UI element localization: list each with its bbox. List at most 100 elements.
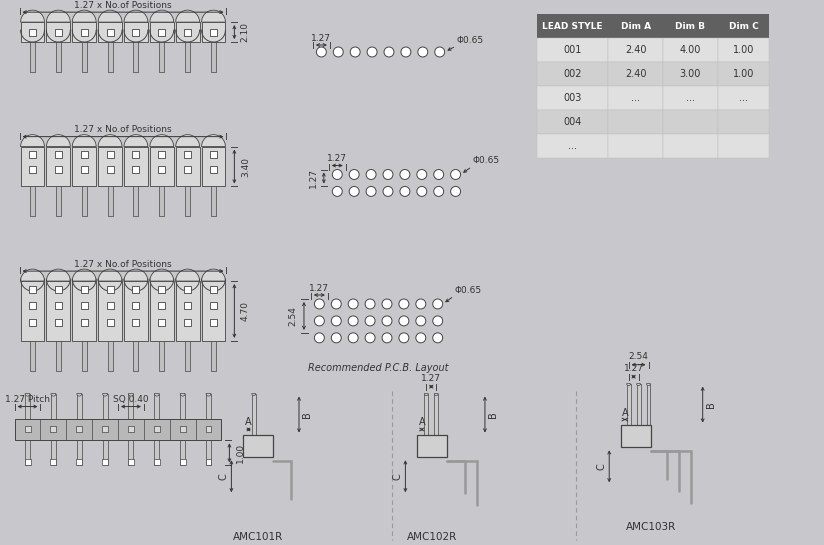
Circle shape — [349, 316, 358, 326]
Wedge shape — [626, 384, 630, 386]
Bar — [133, 186, 138, 216]
Wedge shape — [129, 393, 133, 396]
Wedge shape — [202, 10, 226, 22]
Circle shape — [349, 169, 359, 179]
Bar — [108, 341, 113, 371]
Bar — [159, 186, 164, 216]
Text: 4.70: 4.70 — [241, 301, 250, 321]
Bar — [536, 134, 608, 158]
Bar — [154, 427, 160, 432]
Text: 1.00: 1.00 — [236, 443, 245, 463]
Circle shape — [399, 333, 409, 343]
Circle shape — [366, 169, 376, 179]
Wedge shape — [180, 393, 185, 396]
Bar — [718, 110, 770, 134]
Bar — [21, 22, 44, 42]
Bar — [211, 341, 216, 371]
Circle shape — [365, 333, 375, 343]
Bar — [647, 384, 650, 426]
Circle shape — [331, 316, 341, 326]
Bar — [536, 86, 608, 110]
Bar — [29, 302, 36, 309]
Bar — [108, 42, 113, 72]
Bar — [718, 134, 770, 158]
Circle shape — [400, 169, 410, 179]
Bar — [185, 186, 190, 216]
Bar — [252, 393, 255, 435]
Bar — [180, 393, 185, 419]
Bar — [106, 28, 114, 35]
Wedge shape — [637, 384, 640, 386]
Bar — [30, 341, 35, 371]
Circle shape — [365, 316, 375, 326]
Bar — [154, 440, 159, 465]
Bar — [159, 42, 164, 72]
Circle shape — [399, 299, 409, 309]
Wedge shape — [98, 269, 122, 281]
Bar — [103, 393, 108, 419]
Text: Φ0.65: Φ0.65 — [456, 35, 483, 45]
Bar — [718, 38, 770, 62]
Bar — [81, 28, 87, 35]
Bar — [56, 42, 61, 72]
Wedge shape — [124, 135, 147, 147]
Text: 1.27 x No.of Positions: 1.27 x No.of Positions — [74, 259, 172, 269]
Wedge shape — [424, 393, 428, 396]
Circle shape — [315, 299, 325, 309]
Bar — [133, 151, 139, 158]
Wedge shape — [46, 269, 70, 281]
Bar — [150, 22, 174, 42]
Text: 3.00: 3.00 — [680, 69, 701, 79]
Text: 1.00: 1.00 — [733, 69, 754, 79]
Text: 004: 004 — [564, 117, 582, 126]
Text: Dim C: Dim C — [728, 22, 758, 31]
Bar — [124, 281, 147, 341]
Circle shape — [383, 186, 393, 196]
Bar — [536, 38, 608, 62]
Text: 1.00: 1.00 — [733, 45, 754, 55]
Bar — [51, 440, 56, 465]
Bar — [103, 440, 108, 465]
Bar — [536, 62, 608, 86]
Bar — [184, 286, 191, 293]
Bar — [133, 42, 138, 72]
Bar — [184, 319, 191, 326]
Circle shape — [382, 299, 392, 309]
Bar — [184, 302, 191, 309]
Bar — [626, 384, 630, 426]
Text: 001: 001 — [564, 45, 582, 55]
Text: 1.27: 1.27 — [624, 364, 644, 373]
Bar — [202, 281, 226, 341]
Text: Dim A: Dim A — [620, 22, 651, 31]
Bar — [150, 281, 174, 341]
Bar — [159, 341, 164, 371]
Bar — [124, 147, 147, 186]
Bar — [106, 151, 114, 158]
Text: 1.27: 1.27 — [309, 283, 330, 293]
Bar — [158, 166, 166, 173]
Text: 2.10: 2.10 — [241, 22, 250, 42]
Circle shape — [332, 169, 342, 179]
Bar — [98, 147, 122, 186]
Circle shape — [435, 47, 445, 57]
Wedge shape — [46, 135, 70, 147]
Bar — [82, 186, 87, 216]
Bar — [184, 28, 191, 35]
Bar — [98, 22, 122, 42]
Text: 2.40: 2.40 — [625, 45, 646, 55]
Bar — [210, 302, 217, 309]
Bar — [663, 86, 718, 110]
Bar — [46, 22, 70, 42]
Circle shape — [349, 333, 358, 343]
Bar — [77, 427, 82, 432]
Text: B: B — [705, 401, 716, 408]
Bar — [663, 38, 718, 62]
Bar — [77, 459, 82, 465]
Wedge shape — [21, 10, 44, 22]
Bar — [25, 393, 30, 419]
Bar — [133, 341, 138, 371]
Bar — [129, 393, 133, 419]
Bar — [129, 440, 133, 465]
Bar — [29, 319, 36, 326]
Text: 1.27: 1.27 — [311, 34, 331, 43]
